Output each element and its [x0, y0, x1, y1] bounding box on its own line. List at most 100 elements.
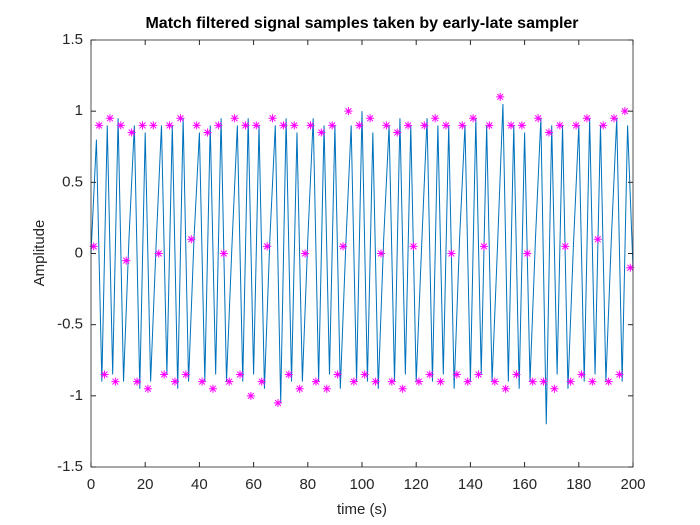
- sample-marker: [198, 377, 207, 386]
- sample-marker: [133, 377, 142, 386]
- sample-marker: [203, 128, 212, 137]
- sample-marker: [474, 370, 483, 379]
- sample-marker: [279, 121, 288, 130]
- sample-marker: [122, 256, 131, 265]
- sample-marker: [431, 114, 440, 123]
- y-tick-label: -1: [70, 387, 83, 404]
- sample-marker: [626, 263, 635, 272]
- x-tick-label: 120: [404, 476, 429, 493]
- sample-marker: [398, 384, 407, 393]
- sample-marker: [241, 121, 250, 130]
- y-tick-label: 0: [75, 244, 83, 261]
- sample-marker: [160, 370, 169, 379]
- sample-marker: [187, 235, 196, 244]
- sample-marker: [414, 377, 423, 386]
- sample-marker: [149, 121, 158, 130]
- sample-marker: [523, 249, 532, 258]
- sample-marker: [311, 377, 320, 386]
- sample-marker: [512, 370, 521, 379]
- sample-marker: [236, 370, 245, 379]
- sample-marker: [371, 377, 380, 386]
- sample-marker: [317, 128, 326, 137]
- sample-marker: [610, 114, 619, 123]
- sample-marker: [95, 121, 104, 130]
- sample-marker: [479, 242, 488, 251]
- sample-marker: [539, 377, 548, 386]
- sample-marker: [360, 370, 369, 379]
- x-tick-label: 0: [87, 476, 95, 493]
- sample-marker: [263, 242, 272, 251]
- sample-marker: [333, 370, 342, 379]
- x-tick-label: 200: [620, 476, 645, 493]
- sample-marker: [105, 114, 114, 123]
- sample-marker: [550, 384, 559, 393]
- y-tick-label: -0.5: [57, 316, 83, 333]
- x-axis-label: time (s): [337, 501, 387, 518]
- x-tick-label: 160: [512, 476, 537, 493]
- sample-marker: [534, 114, 543, 123]
- signal-line: [90, 104, 634, 425]
- sample-marker: [355, 121, 364, 130]
- sample-marker: [273, 398, 282, 407]
- x-tick-label: 40: [191, 476, 208, 493]
- sample-marker: [507, 121, 516, 130]
- sample-marker: [208, 384, 217, 393]
- sample-marker: [322, 384, 331, 393]
- sample-marker: [284, 370, 293, 379]
- sample-marker: [544, 128, 553, 137]
- sample-marker: [116, 121, 125, 130]
- sample-marker: [376, 249, 385, 258]
- sample-marker: [582, 114, 591, 123]
- sample-marker: [268, 114, 277, 123]
- sample-marker: [290, 121, 299, 130]
- y-axis-label: Amplitude: [31, 220, 48, 287]
- sample-marker: [588, 377, 597, 386]
- sample-marker: [572, 121, 581, 130]
- sample-marker: [436, 377, 445, 386]
- sample-marker: [566, 377, 575, 386]
- sample-marker: [593, 235, 602, 244]
- sample-marker: [577, 370, 586, 379]
- sample-marker: [469, 114, 478, 123]
- sample-marker: [604, 377, 613, 386]
- sample-marker: [555, 121, 564, 130]
- sample-marker: [328, 121, 337, 130]
- sample-marker: [154, 249, 163, 258]
- sample-marker: [176, 114, 185, 123]
- sample-marker: [339, 242, 348, 251]
- y-tick-label: 0.5: [62, 173, 83, 190]
- sample-marker: [620, 107, 629, 116]
- sample-marker: [306, 121, 315, 130]
- sample-marker: [561, 242, 570, 251]
- sample-marker: [490, 377, 499, 386]
- sample-marker: [442, 121, 451, 130]
- x-tick-label: 60: [245, 476, 262, 493]
- sample-marker: [420, 121, 429, 130]
- sample-marker: [425, 370, 434, 379]
- sample-marker: [496, 92, 505, 101]
- sample-marker: [349, 377, 358, 386]
- sample-marker: [111, 377, 120, 386]
- sample-marker: [404, 121, 413, 130]
- sample-marker: [252, 121, 261, 130]
- sample-marker: [89, 242, 98, 251]
- chart-title: Match filtered signal samples taken by e…: [145, 15, 578, 32]
- sample-marker: [485, 121, 494, 130]
- sample-marker: [458, 121, 467, 130]
- sample-marker: [138, 121, 147, 130]
- sample-marker: [246, 391, 255, 400]
- sample-marker: [615, 370, 624, 379]
- sample-marker: [225, 377, 234, 386]
- x-tick-label: 80: [299, 476, 316, 493]
- sample-marker: [165, 121, 174, 130]
- sample-marker: [257, 377, 266, 386]
- sample-marker: [100, 370, 109, 379]
- y-tick-label: 1.5: [62, 31, 83, 48]
- sample-marker: [366, 114, 375, 123]
- x-tick-label: 180: [566, 476, 591, 493]
- y-tick-label: 1: [75, 102, 83, 119]
- sample-marker: [344, 107, 353, 116]
- x-tick-label: 20: [137, 476, 154, 493]
